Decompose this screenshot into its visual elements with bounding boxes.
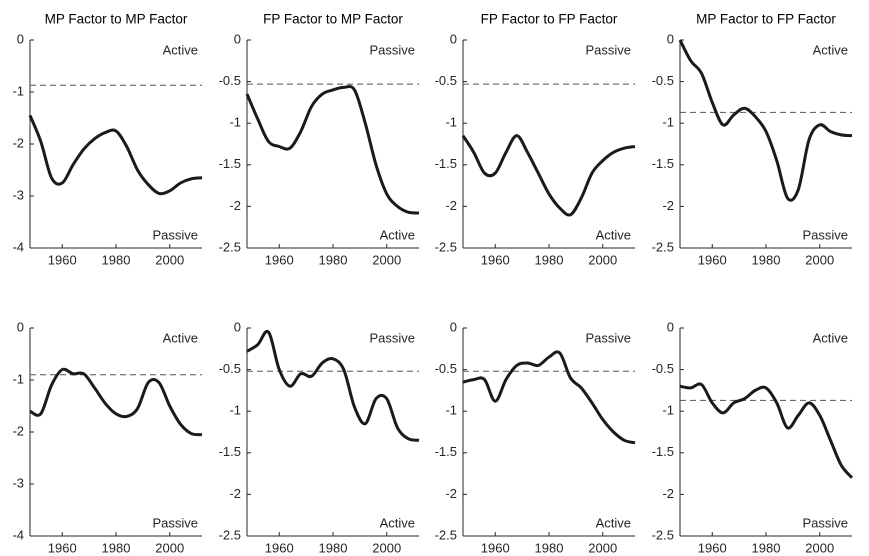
x-tick-label: 2000 bbox=[155, 252, 184, 267]
y-tick-label: -1.5 bbox=[652, 444, 674, 459]
annotation: Active bbox=[596, 227, 631, 242]
y-tick-label: -1 bbox=[662, 403, 674, 418]
annotation: Active bbox=[813, 42, 848, 57]
y-tick-label: -2.5 bbox=[435, 527, 457, 542]
y-tick-label: -2 bbox=[229, 198, 241, 213]
annotation: Active bbox=[163, 330, 198, 345]
x-tick-label: 2000 bbox=[372, 252, 401, 267]
annotation: Passive bbox=[802, 227, 848, 242]
y-tick-label: -0.5 bbox=[435, 361, 457, 376]
y-tick-label: -1.5 bbox=[435, 444, 457, 459]
y-tick-label: -0.5 bbox=[219, 73, 241, 88]
y-tick-label: -2 bbox=[12, 135, 24, 150]
annotation: Active bbox=[380, 515, 415, 530]
x-tick-label: 1980 bbox=[752, 540, 781, 555]
y-tick-label: -1 bbox=[12, 371, 24, 386]
x-tick-label: 2000 bbox=[805, 252, 834, 267]
annotation: Passive bbox=[585, 42, 631, 57]
x-tick-label: 1980 bbox=[102, 540, 131, 555]
y-tick-label: -2 bbox=[662, 486, 674, 501]
y-tick-label: -1 bbox=[12, 83, 24, 98]
data-line bbox=[246, 329, 420, 442]
x-tick-label: 2000 bbox=[588, 252, 617, 267]
x-tick-label: 1960 bbox=[265, 252, 294, 267]
x-tick-label: 1960 bbox=[48, 540, 77, 555]
y-tick-label: 0 bbox=[17, 31, 24, 46]
y-tick-label: -2 bbox=[12, 423, 24, 438]
x-tick-label: 1980 bbox=[319, 540, 348, 555]
x-tick-label: 2000 bbox=[588, 540, 617, 555]
y-tick-label: -1.5 bbox=[219, 156, 241, 171]
annotation: Active bbox=[813, 330, 848, 345]
x-tick-label: 1960 bbox=[265, 540, 294, 555]
y-tick-label: -3 bbox=[12, 475, 24, 490]
y-tick-label: -1 bbox=[445, 115, 457, 130]
y-tick-label: -2.5 bbox=[652, 527, 674, 542]
data-line bbox=[29, 367, 203, 437]
y-tick-label: -2.5 bbox=[435, 239, 457, 254]
x-tick-label: 2000 bbox=[372, 540, 401, 555]
y-tick-label: -1 bbox=[229, 115, 241, 130]
y-tick-label: -2.5 bbox=[652, 239, 674, 254]
x-tick-label: 2000 bbox=[155, 540, 184, 555]
annotation: Passive bbox=[585, 330, 631, 345]
y-tick-label: 0 bbox=[234, 319, 241, 334]
x-tick-label: 1960 bbox=[698, 252, 727, 267]
x-tick-label: 2000 bbox=[805, 540, 834, 555]
y-tick-label: -0.5 bbox=[219, 361, 241, 376]
x-tick-label: 1960 bbox=[698, 540, 727, 555]
annotation: Passive bbox=[369, 330, 415, 345]
annotation: Passive bbox=[369, 42, 415, 57]
y-tick-label: 0 bbox=[667, 319, 674, 334]
y-tick-label: -2.5 bbox=[219, 239, 241, 254]
y-tick-label: -1.5 bbox=[219, 444, 241, 459]
x-tick-label: 1980 bbox=[102, 252, 131, 267]
y-tick-label: -2.5 bbox=[219, 527, 241, 542]
x-tick-label: 1960 bbox=[48, 252, 77, 267]
panel-title: FP Factor to MP Factor bbox=[263, 12, 403, 27]
annotation: Active bbox=[380, 227, 415, 242]
data-line bbox=[678, 39, 853, 202]
data-line bbox=[461, 134, 636, 217]
panel-title: MP Factor to MP Factor bbox=[45, 12, 188, 27]
y-tick-label: -1.5 bbox=[435, 156, 457, 171]
panel-title: MP Factor to FP Factor bbox=[696, 12, 836, 27]
y-tick-label: 0 bbox=[17, 319, 24, 334]
x-tick-label: 1980 bbox=[752, 252, 781, 267]
y-tick-label: -4 bbox=[12, 527, 24, 542]
x-tick-label: 1980 bbox=[535, 540, 564, 555]
y-tick-label: -1.5 bbox=[652, 156, 674, 171]
y-tick-label: -2 bbox=[445, 486, 457, 501]
x-tick-label: 1960 bbox=[481, 252, 510, 267]
x-tick-label: 1980 bbox=[319, 252, 348, 267]
x-tick-label: 1960 bbox=[481, 540, 510, 555]
data-line bbox=[245, 84, 420, 215]
y-tick-label: 0 bbox=[450, 319, 457, 334]
y-tick-label: 0 bbox=[667, 31, 674, 46]
y-tick-label: -1 bbox=[229, 403, 241, 418]
panel-title: FP Factor to FP Factor bbox=[481, 12, 618, 27]
y-tick-label: -2 bbox=[662, 198, 674, 213]
data-line bbox=[679, 382, 854, 479]
y-tick-label: -3 bbox=[12, 187, 24, 202]
x-tick-label: 1980 bbox=[535, 252, 564, 267]
y-tick-label: -2 bbox=[229, 486, 241, 501]
annotation: Active bbox=[163, 42, 198, 57]
data-line bbox=[28, 114, 203, 196]
y-tick-label: -1 bbox=[445, 403, 457, 418]
y-tick-label: 0 bbox=[450, 31, 457, 46]
y-tick-label: -0.5 bbox=[652, 73, 674, 88]
annotation: Active bbox=[596, 515, 631, 530]
y-tick-label: 0 bbox=[234, 31, 241, 46]
y-tick-label: -1 bbox=[662, 115, 674, 130]
y-tick-label: -2 bbox=[445, 198, 457, 213]
annotation: Passive bbox=[152, 515, 198, 530]
annotation: Passive bbox=[152, 227, 198, 242]
y-tick-label: -0.5 bbox=[652, 361, 674, 376]
data-line bbox=[462, 350, 636, 445]
y-tick-label: -0.5 bbox=[435, 73, 457, 88]
y-tick-label: -4 bbox=[12, 239, 24, 254]
annotation: Passive bbox=[802, 515, 848, 530]
